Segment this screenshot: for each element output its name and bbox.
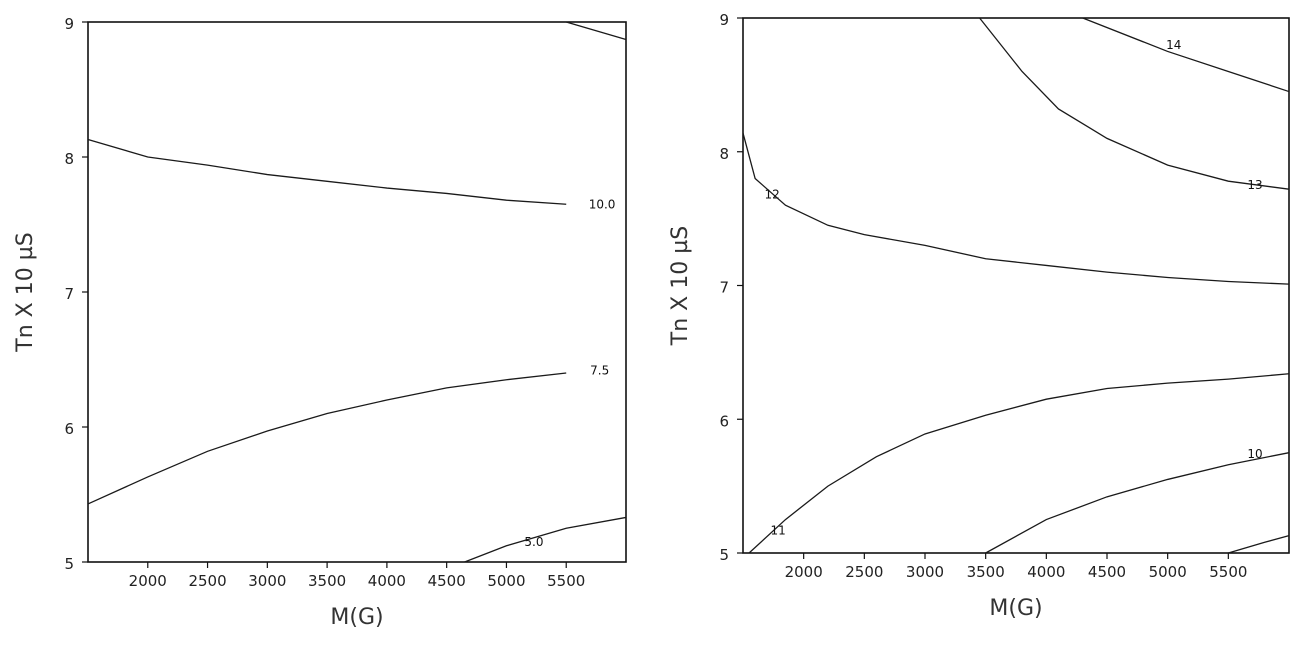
contour-line — [87, 372, 567, 505]
plot-frame — [87, 21, 627, 563]
y-axis-label: Tn X 10 µS — [668, 226, 693, 346]
x-tick-label: 3500 — [967, 563, 1005, 581]
x-tick-label: 4000 — [368, 572, 406, 590]
contour-line — [742, 132, 1290, 285]
contour-line — [1082, 17, 1290, 93]
x-tick-label: 4000 — [1027, 563, 1065, 581]
contour-label: 12 — [764, 188, 779, 202]
contour-label: 10 — [1247, 447, 1262, 461]
y-tick-label: 7 — [64, 285, 74, 303]
x-tick-label: 2000 — [129, 572, 167, 590]
y-axis-label: Tn X 10 µS — [13, 232, 38, 352]
x-tick-label: 5500 — [1209, 563, 1247, 581]
x-axis-label: M(G) — [989, 596, 1042, 621]
contour-label: 11 — [771, 523, 786, 537]
x-tick-label: 2500 — [188, 572, 226, 590]
contour-label: 10.0 — [589, 197, 616, 211]
y-tick-label: 6 — [719, 412, 729, 430]
x-tick-label: 5500 — [547, 572, 585, 590]
x-tick-label: 4500 — [1088, 563, 1126, 581]
y-tick-label: 6 — [64, 420, 74, 438]
contour-line — [979, 17, 1290, 190]
contour-line — [985, 452, 1290, 554]
contour-chart-left: 2000 2500 3000 3500 4000 4500 5000 5500 5 6 7 8 9 M(G… — [13, 15, 627, 630]
x-tick-label: 5000 — [1149, 563, 1187, 581]
y-tick-label: 8 — [719, 145, 729, 163]
y-tick-label: 9 — [719, 11, 729, 29]
contour-line — [748, 373, 1290, 554]
contour-chart-right: 2000 2500 3000 3500 4000 4500 5000 5500 5 6 7 8 9 M(G… — [668, 11, 1290, 621]
contour-label: 14 — [1166, 38, 1181, 52]
x-tick-label: 3000 — [248, 572, 286, 590]
contour-line — [87, 138, 567, 205]
x-tick-label: 3500 — [308, 572, 346, 590]
y-tick-label: 9 — [64, 15, 74, 33]
x-tick-label: 2000 — [785, 563, 823, 581]
y-tick-label: 8 — [64, 150, 74, 168]
plot-frame — [742, 17, 1290, 554]
contour-line — [566, 21, 627, 41]
x-tick-label: 2500 — [845, 563, 883, 581]
x-tick-label: 4500 — [428, 572, 466, 590]
y-tick-label: 7 — [719, 279, 729, 297]
contour-line — [464, 516, 627, 563]
contour-label: 5.0 — [524, 535, 543, 549]
x-axis-label: M(G) — [330, 605, 383, 630]
x-tick-label: 3000 — [906, 563, 944, 581]
contour-label: 13 — [1247, 178, 1262, 192]
y-tick-label: 5 — [64, 555, 74, 573]
contour-line — [1228, 534, 1290, 554]
contour-label: 7.5 — [590, 363, 609, 377]
y-tick-label: 5 — [719, 546, 729, 564]
x-tick-label: 5000 — [487, 572, 525, 590]
